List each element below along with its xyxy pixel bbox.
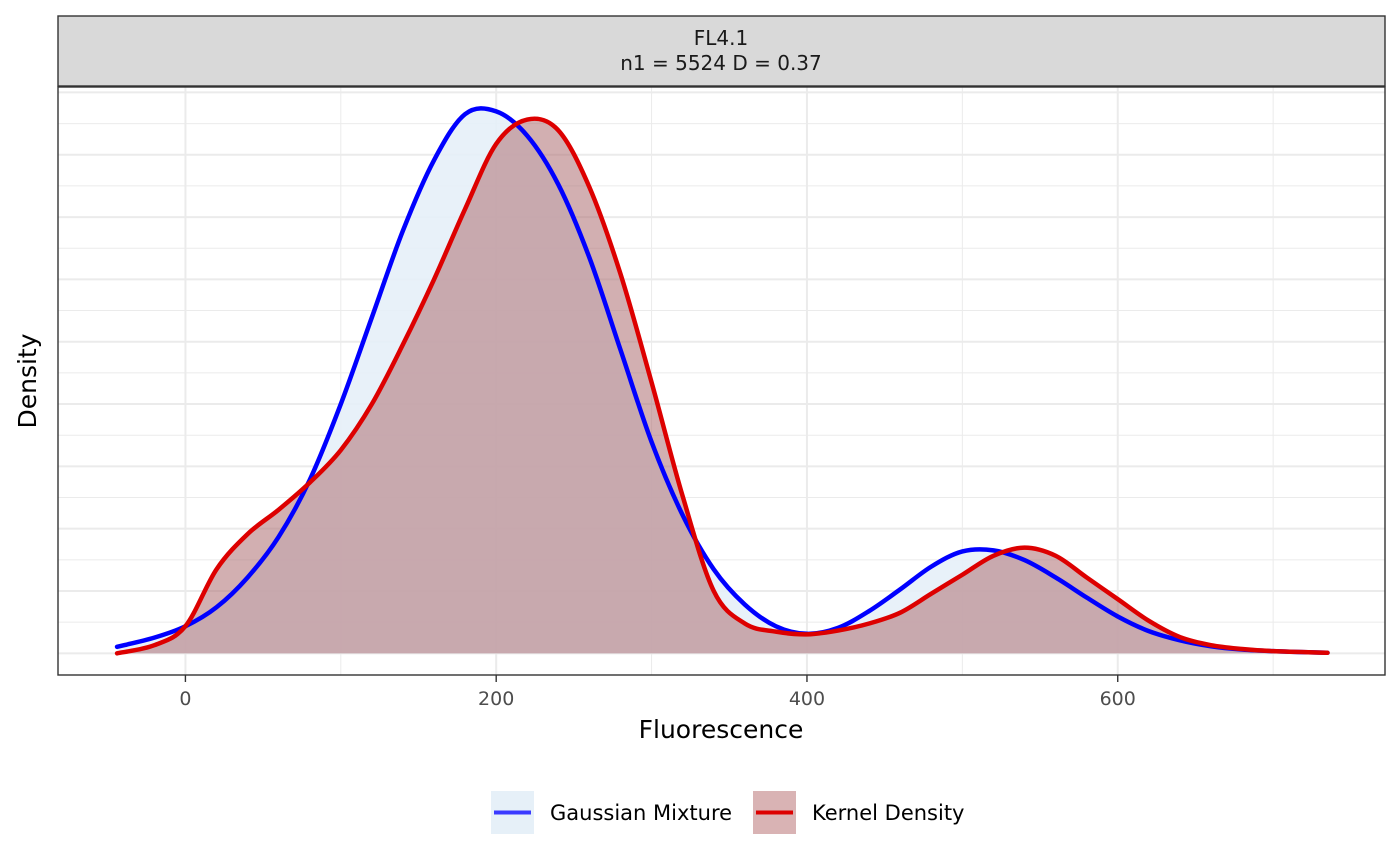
panel-border bbox=[57, 86, 1386, 676]
x-tick-label: 200 bbox=[478, 688, 514, 710]
x-tick-label: 400 bbox=[789, 688, 825, 710]
kernel-density-area bbox=[117, 118, 1328, 654]
x-tick-label: 600 bbox=[1100, 688, 1136, 710]
facet-title-line2: n1 = 5524 D = 0.37 bbox=[620, 51, 822, 75]
series-layer bbox=[114, 106, 1330, 656]
kernel-density-line bbox=[114, 116, 1330, 656]
x-tick-label: 0 bbox=[179, 688, 191, 710]
facet-strip bbox=[57, 15, 1386, 87]
x-axis: 0 200 400 600 bbox=[179, 675, 1136, 710]
x-axis-title: Fluorescence bbox=[639, 715, 804, 744]
legend: Gaussian Mixture Kernel Density bbox=[491, 791, 965, 834]
legend-label-gaussian: Gaussian Mixture bbox=[550, 801, 732, 825]
y-axis-title: Density bbox=[13, 333, 42, 428]
legend-label-kernel: Kernel Density bbox=[812, 801, 965, 825]
facet-title-line1: FL4.1 bbox=[694, 26, 748, 50]
